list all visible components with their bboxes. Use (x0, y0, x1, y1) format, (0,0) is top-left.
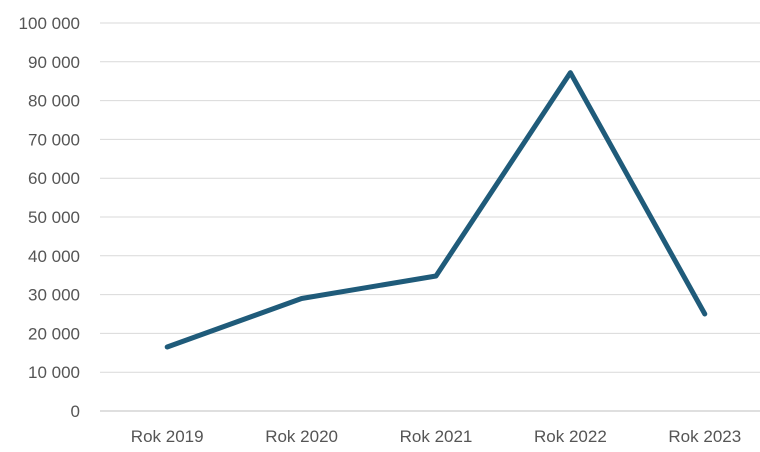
y-tick-label: 50 000 (28, 208, 80, 227)
y-tick-label: 100 000 (19, 14, 80, 33)
y-axis-tick-labels: 0 10 000 20 000 30 000 40 000 50 000 60 000 70 … (19, 14, 80, 421)
y-tick-label: 60 000 (28, 169, 80, 188)
y-tick-label: 10 000 (28, 363, 80, 382)
x-tick-label: Rok 2022 (534, 427, 607, 446)
y-tick-label: 90 000 (28, 53, 80, 72)
x-tick-label: Rok 2021 (400, 427, 473, 446)
y-tick-label: 20 000 (28, 324, 80, 343)
x-tick-label: Rok 2023 (668, 427, 741, 446)
y-tick-label: 30 000 (28, 286, 80, 305)
x-axis-tick-labels: Rok 2019 Rok 2020 Rok 2021 Rok 2022 Rok 2023 (131, 427, 741, 446)
x-tick-label: Rok 2020 (265, 427, 338, 446)
y-tick-label: 40 000 (28, 247, 80, 266)
gridlines (100, 23, 760, 372)
y-tick-label: 0 (71, 402, 80, 421)
x-tick-label: Rok 2019 (131, 427, 204, 446)
series-line (167, 73, 705, 347)
y-tick-label: 70 000 (28, 130, 80, 149)
y-tick-label: 80 000 (28, 92, 80, 111)
series-group (167, 73, 705, 348)
